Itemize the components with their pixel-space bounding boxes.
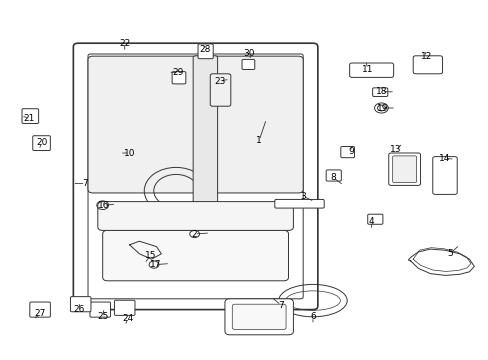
Text: 23: 23 (214, 77, 225, 86)
Text: 2: 2 (191, 230, 197, 239)
FancyBboxPatch shape (388, 153, 420, 185)
FancyBboxPatch shape (102, 230, 288, 281)
Text: 25: 25 (97, 312, 108, 321)
FancyBboxPatch shape (274, 199, 324, 208)
FancyBboxPatch shape (372, 88, 387, 96)
FancyBboxPatch shape (367, 214, 382, 224)
FancyBboxPatch shape (88, 54, 303, 299)
FancyBboxPatch shape (412, 56, 442, 74)
Text: 28: 28 (199, 45, 211, 54)
Text: 1: 1 (256, 136, 262, 145)
Text: 15: 15 (144, 251, 156, 260)
FancyBboxPatch shape (33, 136, 50, 150)
Text: 5: 5 (446, 249, 452, 258)
Text: 7: 7 (278, 301, 284, 310)
FancyBboxPatch shape (392, 156, 416, 183)
Text: 13: 13 (389, 145, 401, 154)
FancyBboxPatch shape (224, 299, 293, 335)
FancyBboxPatch shape (340, 147, 354, 158)
FancyBboxPatch shape (210, 74, 230, 106)
Text: 18: 18 (375, 87, 386, 96)
Text: 14: 14 (438, 154, 450, 163)
Text: 9: 9 (347, 148, 353, 157)
Text: 6: 6 (309, 312, 315, 321)
Text: 27: 27 (34, 310, 46, 319)
FancyBboxPatch shape (22, 109, 39, 123)
Text: 29: 29 (172, 68, 184, 77)
FancyBboxPatch shape (232, 304, 285, 329)
FancyBboxPatch shape (30, 302, 50, 317)
Text: 19: 19 (376, 104, 387, 113)
Text: 12: 12 (420, 53, 431, 62)
FancyBboxPatch shape (98, 202, 293, 230)
Text: 21: 21 (23, 114, 35, 122)
Text: 22: 22 (119, 39, 130, 48)
Text: 20: 20 (36, 138, 47, 147)
Text: 10: 10 (123, 149, 135, 158)
Text: 16: 16 (98, 201, 109, 210)
FancyBboxPatch shape (198, 44, 213, 59)
FancyBboxPatch shape (432, 157, 456, 194)
FancyBboxPatch shape (114, 300, 135, 315)
Text: 11: 11 (361, 65, 373, 74)
Text: 26: 26 (73, 305, 85, 314)
Text: 17: 17 (149, 260, 161, 269)
Text: 4: 4 (368, 217, 374, 226)
Text: 24: 24 (122, 314, 134, 323)
FancyBboxPatch shape (70, 297, 91, 312)
Text: 8: 8 (330, 174, 336, 183)
FancyBboxPatch shape (88, 56, 303, 193)
FancyBboxPatch shape (172, 72, 185, 84)
FancyBboxPatch shape (193, 56, 217, 221)
FancyBboxPatch shape (73, 43, 317, 310)
FancyBboxPatch shape (90, 302, 110, 317)
FancyBboxPatch shape (349, 63, 393, 77)
Text: 30: 30 (243, 49, 255, 58)
Text: 7: 7 (82, 179, 88, 188)
FancyBboxPatch shape (242, 59, 254, 69)
FancyBboxPatch shape (325, 170, 341, 181)
Text: 3: 3 (300, 192, 305, 201)
